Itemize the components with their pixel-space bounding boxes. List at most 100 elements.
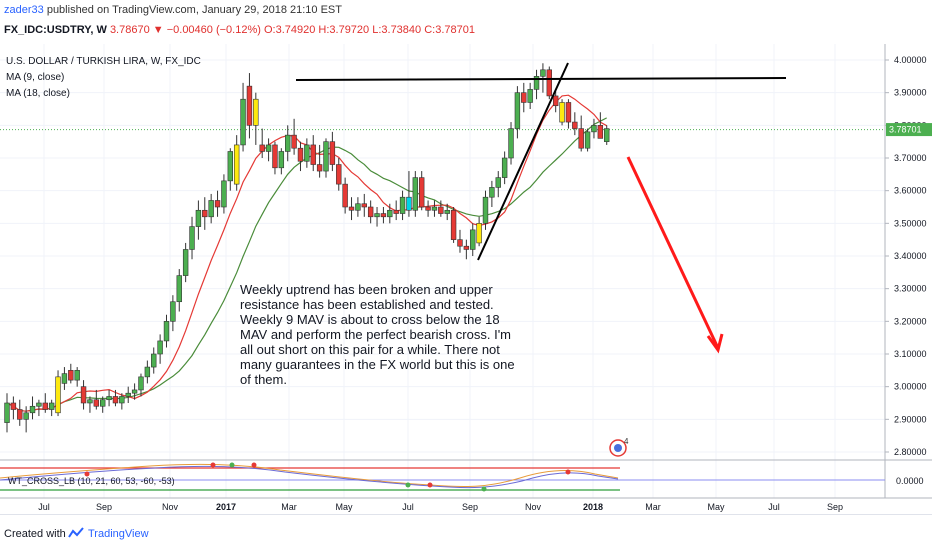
bearish-arrow-head [706,333,724,354]
bearish-arrow[interactable] [626,156,720,349]
price-tick-label: 3.60000 [894,186,927,196]
time-tick-label: Nov [162,502,179,512]
price-tick-label: 4.00000 [894,55,927,65]
annotation-line-7: of them. [240,372,287,387]
candle [23,406,29,433]
candle [233,135,240,191]
trend-line[interactable] [477,62,569,261]
candle [170,295,176,332]
candle [48,399,55,417]
candle [119,393,125,410]
candle [527,82,533,109]
annotation-text[interactable]: Weekly uptrend has been broken and upper… [240,282,515,387]
candle [355,197,361,217]
candle [559,99,565,126]
price-tick-label: 3.10000 [894,349,927,359]
osc-dot [229,462,235,468]
candle [151,347,157,374]
ohlc-values: O:3.74920 H:3.79720 L:3.73840 C:3.78701 [263,24,475,36]
candle [489,180,495,207]
candle [457,229,463,253]
footer: Created with TradingView [0,514,932,551]
candle [387,203,393,224]
svg-text:3.78701: 3.78701 [889,125,922,135]
price-tick-label: 2.90000 [894,414,927,424]
annotation-line-6: many guarantees in the FX world but this… [240,357,515,372]
candle [272,141,278,175]
candle [227,148,233,191]
time-tick-label: 2018 [583,502,603,512]
annotation-line-3: Weekly 9 MAV is about to cross below the… [240,312,500,327]
candle [68,363,74,384]
candle [265,138,272,162]
candle [131,383,138,400]
candle [418,171,425,211]
oscillator-pane[interactable]: WT_CROSS_LB (10, 21, 60, 53, -60, -53) 0… [0,462,924,492]
candle [112,389,119,407]
candle [476,216,482,247]
candle [17,399,23,426]
time-tick-label: Mar [281,502,297,512]
osc-dot [210,462,216,468]
time-tick-label: Sep [827,502,843,512]
time-tick-label: Jul [38,502,50,512]
osc-dot [427,482,433,488]
candle [367,200,374,224]
candle [552,89,559,113]
price-tick-label: 3.40000 [894,251,927,261]
candle [163,314,170,348]
candle [278,148,285,175]
candle [61,367,68,390]
news-icon[interactable]: 4 [609,437,629,457]
legend-title: U.S. DOLLAR / TURKISH LIRA, W, FX_IDC [6,56,201,67]
candle [80,380,87,410]
tradingview-logo-icon[interactable] [67,526,85,540]
time-axis[interactable]: Jul Sep Nov 2017 Mar May Jul Sep Nov 2018 Mar May Ju… [38,502,843,512]
osc-dot [405,482,411,488]
price-chart[interactable]: 4.000003.900003.800003.700003.600003.500… [0,44,932,514]
time-tick-label: Mar [645,502,661,512]
candle [291,118,297,155]
osc-dot [481,486,487,492]
candle [138,373,144,397]
candle [55,370,61,417]
footer-brand-link[interactable]: TradingView [88,528,149,540]
candle [42,393,48,413]
candle [431,200,438,217]
candle [425,200,431,217]
footer-created-text: Created with [4,528,66,540]
candle [87,396,93,413]
candle [240,82,246,152]
candle [533,69,540,100]
osc-wt2-line [0,465,619,489]
osc-wt1-line [0,463,619,488]
candle [361,193,367,217]
symbol-label: FX_IDC:USDTRY, W [4,24,107,36]
author-link[interactable]: zader33 [4,4,44,16]
candle [157,334,163,364]
candle [36,399,42,417]
price-axis[interactable]: 4.000003.900003.800003.700003.600003.500… [885,55,927,457]
osc-dot [84,471,90,477]
price-tick-label: 3.00000 [894,382,927,392]
candle [501,151,508,185]
time-tick-label: Jul [768,502,780,512]
candle [176,269,182,312]
time-tick-label: May [335,502,353,512]
candle [323,138,329,178]
candle [591,118,597,139]
time-tick-label: Nov [525,502,542,512]
last-price: 3.78670 [109,24,150,36]
resistance-line[interactable] [295,77,787,81]
time-tick-label: Sep [96,502,112,512]
candle [438,200,444,217]
legend-ma18: MA (18, close) [6,88,70,99]
candle [93,389,100,410]
candle [4,393,10,433]
candle [214,190,221,217]
candle [100,396,106,413]
annotation-line-1: Weekly uptrend has been broken and upper [240,282,493,297]
candle [597,112,604,139]
candle [246,73,253,139]
osc-dot [565,469,571,475]
